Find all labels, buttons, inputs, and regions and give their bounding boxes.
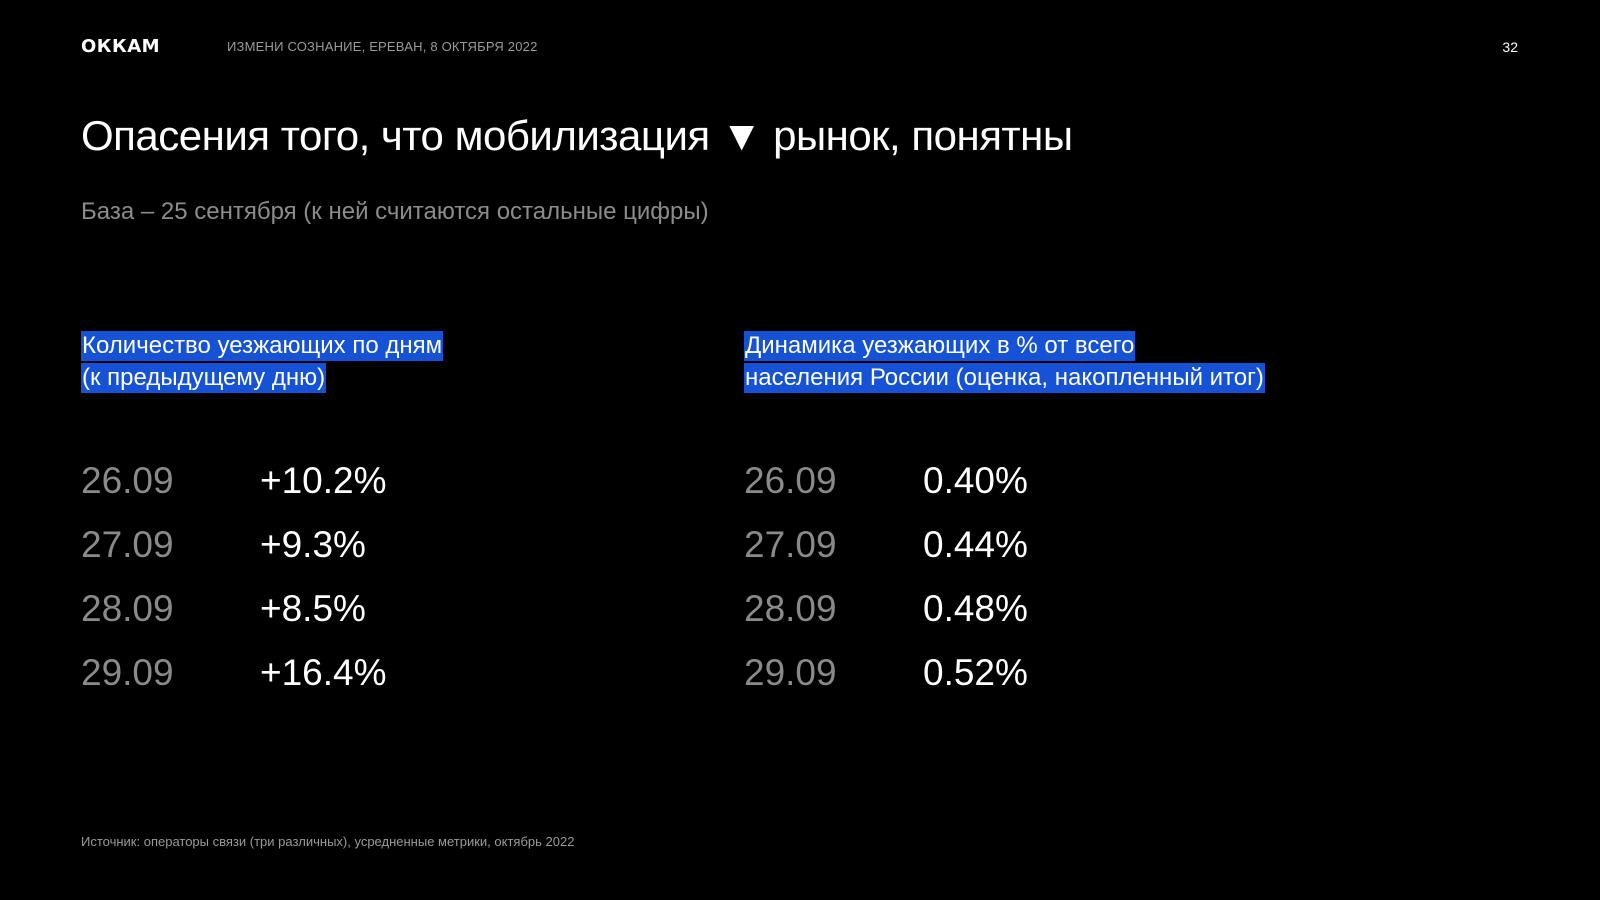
row-value: 0.52%: [923, 652, 1028, 693]
page-number: 32: [1502, 39, 1518, 55]
panel-heading-line-1: Динамика уезжающих в % от всего: [744, 331, 1136, 361]
row-value: +9.3%: [260, 524, 366, 565]
row-value: 0.48%: [923, 588, 1028, 629]
daily-departures-panel: Количество уезжающих по дням (к предыдущ…: [81, 330, 641, 693]
row-date: 26.09: [81, 460, 174, 501]
row-value: 0.40%: [923, 460, 1028, 501]
panel-heading-line-2: (к предыдущему дню): [81, 363, 327, 393]
row-value: +8.5%: [260, 588, 366, 629]
row-date: 26.09: [744, 460, 837, 501]
panel-heading: Динамика уезжающих в % от всего населени…: [744, 330, 1404, 394]
row-date: 27.09: [81, 524, 174, 565]
source-footnote: Источник: операторы связи (три различных…: [81, 834, 575, 849]
cumulative-share-panel: Динамика уезжающих в % от всего населени…: [744, 330, 1404, 693]
row-date: 28.09: [744, 588, 837, 629]
row-date: 29.09: [744, 652, 837, 693]
panel-heading-line-1: Количество уезжающих по дням: [81, 331, 444, 361]
row-value: +16.4%: [260, 652, 387, 693]
event-caption: ИЗМЕНИ СОЗНАНИЕ, ЕРЕВАН, 8 ОКТЯБРЯ 2022: [227, 39, 538, 54]
panel-heading: Количество уезжающих по дням (к предыдущ…: [81, 330, 641, 394]
row-date: 28.09: [81, 588, 174, 629]
slide-header: ОККАМ ИЗМЕНИ СОЗНАНИЕ, ЕРЕВАН, 8 ОКТЯБРЯ…: [81, 34, 1518, 60]
row-date: 29.09: [81, 652, 174, 693]
slide-title: Опасения того, что мобилизация ▼ рынок, …: [81, 112, 1073, 159]
row-value: +10.2%: [260, 460, 387, 501]
row-date: 27.09: [744, 524, 837, 565]
okkam-logo: ОККАМ: [81, 36, 161, 57]
panel-heading-line-2: населения России (оценка, накопленный ит…: [744, 363, 1265, 393]
row-value: 0.44%: [923, 524, 1028, 565]
slide-subtitle: База – 25 сентября (к ней считаются оста…: [81, 198, 709, 225]
